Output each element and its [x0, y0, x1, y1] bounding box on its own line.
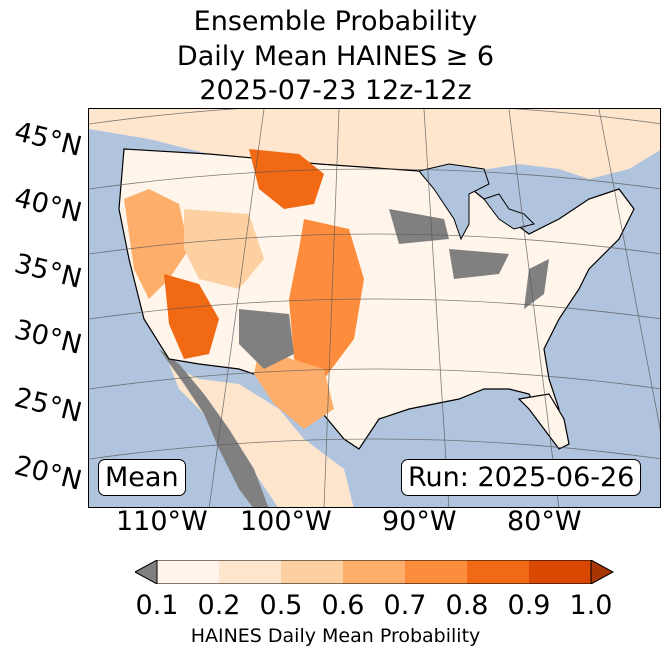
lat-label-25: 25°N	[11, 382, 85, 429]
prob-southwest	[164, 274, 219, 359]
colorbar-frame	[156, 560, 592, 584]
prob-plains	[289, 219, 364, 379]
colorbar-bin-6	[529, 560, 591, 584]
lon-label-90: 90°W	[382, 506, 457, 537]
canada-land	[89, 109, 660, 179]
colorbar-over-arrow	[590, 560, 615, 584]
lat-label-40: 40°N	[11, 182, 85, 229]
prob-northern-rockies	[249, 149, 324, 209]
colorbar-tick-5: 0.8	[445, 590, 489, 621]
colorbar-tick-3: 0.6	[321, 590, 365, 621]
gray-appalachian	[524, 259, 549, 309]
title-line-2: Daily Mean HAINES ≥ 6	[176, 41, 495, 72]
title-line-3: 2025-07-23 12z-12z	[199, 75, 472, 106]
colorbar-tick-4: 0.7	[383, 590, 427, 621]
run-label-box: Run: 2025-06-26	[401, 459, 642, 496]
colorbar-bin-2	[281, 560, 343, 584]
mexico-land	[169, 364, 354, 507]
colorbar	[135, 560, 615, 584]
title-line-1: Ensemble Probability	[193, 6, 478, 37]
colorbar-bin-5	[467, 560, 529, 584]
colorbar-tick-2: 0.5	[259, 590, 303, 621]
prob-texas	[254, 349, 334, 429]
probability-map[interactable]	[88, 108, 661, 508]
colorbar-tick-0: 0.1	[135, 590, 179, 621]
gray-new-mexico	[239, 309, 294, 369]
florida-land	[517, 393, 570, 450]
lon-label-100: 100°W	[240, 506, 332, 537]
colorbar-tick-1: 0.2	[197, 590, 241, 621]
colorbar-bin-1	[219, 560, 281, 584]
colorbar-bin-0	[157, 560, 219, 584]
lon-label-80: 80°W	[507, 506, 582, 537]
prob-west-coast	[124, 189, 189, 299]
lat-label-20: 20°N	[11, 450, 85, 497]
gray-mississippi	[449, 249, 509, 279]
lake-huron-erie	[483, 193, 535, 230]
colorbar-label: HAINES Daily Mean Probability	[190, 625, 481, 647]
graticule	[89, 109, 660, 507]
colorbar-bin-3	[343, 560, 405, 584]
colorbar-bin-4	[405, 560, 467, 584]
prob-great-basin	[184, 209, 264, 289]
stat-label-box: Mean	[98, 459, 186, 496]
gray-midwest	[389, 209, 449, 244]
colorbar-tick-7: 1.0	[569, 590, 613, 621]
lon-label-110: 110°W	[116, 506, 208, 537]
great-lakes	[418, 163, 490, 241]
lat-label-30: 30°N	[11, 314, 85, 361]
lat-label-35: 35°N	[11, 248, 85, 295]
lat-label-45: 45°N	[11, 116, 85, 163]
map-canvas	[89, 109, 660, 507]
colorbar-tick-6: 0.9	[507, 590, 551, 621]
baja-land	[159, 349, 269, 507]
colorbar-under-arrow	[135, 560, 158, 584]
